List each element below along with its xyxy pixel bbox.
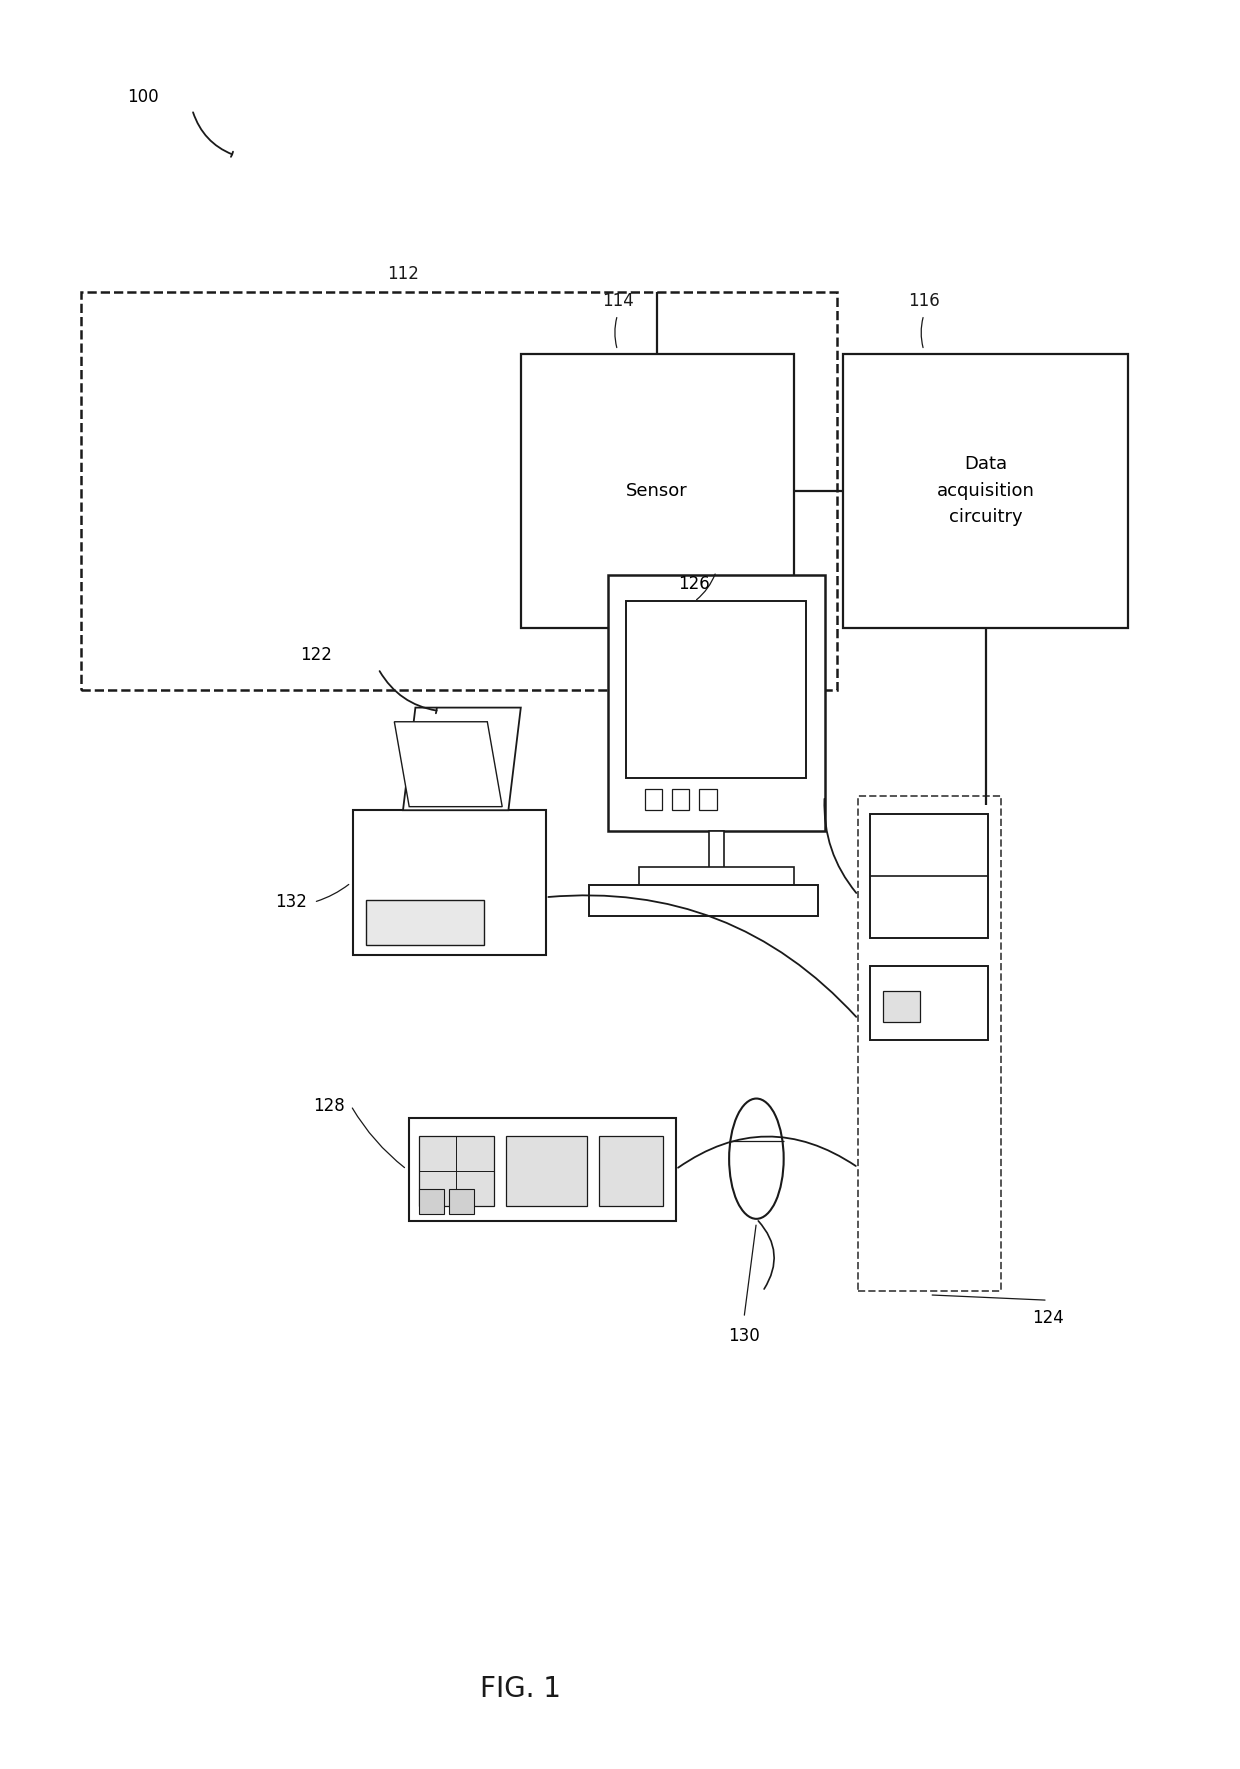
- Bar: [419, 1189, 444, 1214]
- Text: Sensor: Sensor: [626, 481, 688, 501]
- Bar: [419, 1136, 494, 1206]
- Bar: [506, 1136, 587, 1206]
- Bar: [870, 814, 988, 938]
- Bar: [709, 831, 724, 870]
- Bar: [843, 354, 1128, 628]
- Bar: [699, 789, 717, 810]
- Bar: [608, 575, 825, 831]
- Text: 116: 116: [908, 292, 940, 310]
- Bar: [81, 292, 837, 690]
- Text: 126: 126: [678, 575, 711, 593]
- Text: 130: 130: [728, 1327, 760, 1344]
- Bar: [449, 1189, 474, 1214]
- Text: 132: 132: [275, 893, 308, 911]
- Bar: [870, 966, 988, 1040]
- Bar: [645, 789, 662, 810]
- Text: 124: 124: [1032, 1309, 1064, 1327]
- Text: 114: 114: [601, 292, 634, 310]
- Text: 112: 112: [387, 265, 419, 283]
- Bar: [599, 1136, 663, 1206]
- Text: FIG. 1: FIG. 1: [480, 1675, 562, 1704]
- Ellipse shape: [729, 1099, 784, 1219]
- Polygon shape: [403, 708, 521, 810]
- Text: 100: 100: [126, 88, 159, 106]
- Bar: [626, 601, 806, 778]
- Bar: [366, 900, 484, 945]
- Text: Data
acquisition
circuitry: Data acquisition circuitry: [937, 455, 1034, 527]
- Bar: [639, 867, 794, 888]
- Text: 122: 122: [300, 646, 332, 663]
- Bar: [883, 991, 920, 1022]
- Bar: [858, 796, 1001, 1291]
- Bar: [521, 354, 794, 628]
- Bar: [353, 810, 546, 955]
- Polygon shape: [394, 722, 502, 807]
- Bar: [409, 1118, 676, 1221]
- Text: 128: 128: [312, 1097, 345, 1114]
- Bar: [672, 789, 689, 810]
- Bar: [589, 884, 818, 916]
